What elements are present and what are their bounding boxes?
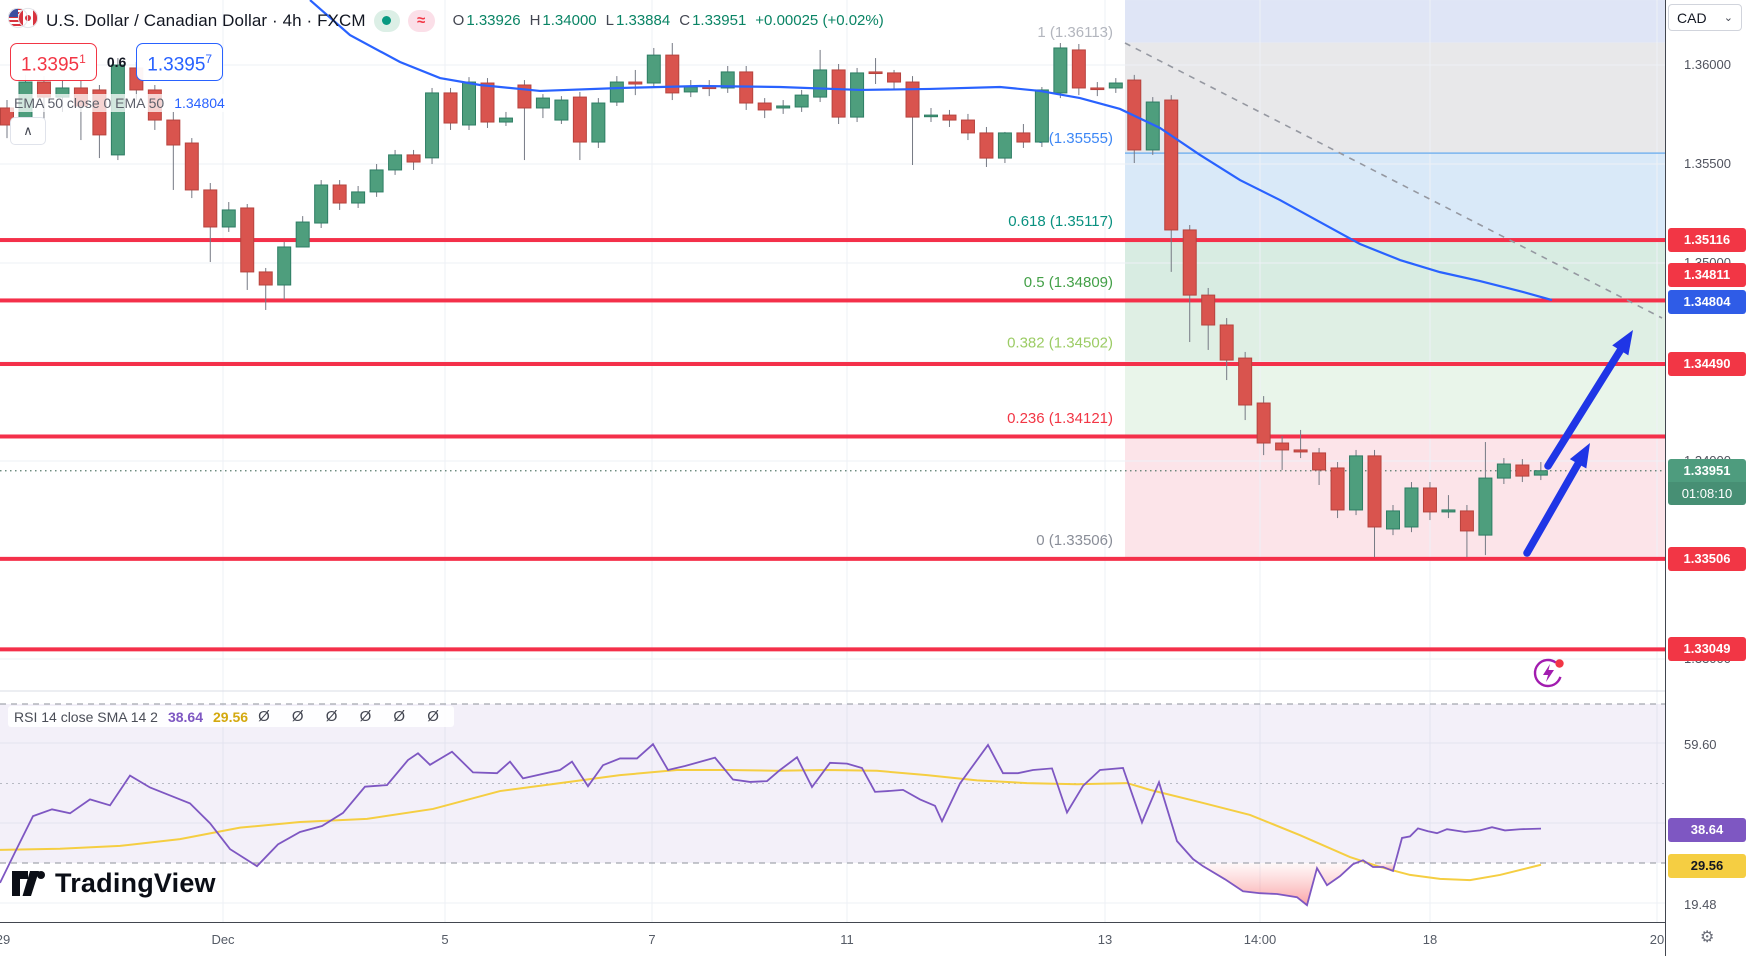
spread-value: 0.6	[106, 54, 127, 71]
fib-label: 0.382 (1.34502)	[1007, 335, 1113, 352]
fib-label: 0 (1.33506)	[1036, 532, 1113, 549]
tradingview-logo: TradingView	[12, 868, 216, 899]
market-status-icon[interactable]	[373, 9, 400, 32]
rsi-tick-label: 59.60	[1684, 737, 1717, 753]
ask-price-box[interactable]: 1.33957	[136, 43, 224, 82]
ohlc-letter: H	[529, 12, 541, 29]
rsi-band-fill	[0, 704, 1665, 863]
fib-label: 0.5 (1.34809)	[1024, 274, 1113, 291]
tradingview-logo-icon	[12, 871, 45, 896]
symbol-header: U.S. Dollar / Canadian Dollar · 4h · FXC…	[7, 6, 884, 35]
ema-line[interactable]	[309, 0, 1553, 302]
time-label: 11	[840, 932, 854, 947]
price-level-label: 1.34490	[1668, 352, 1746, 376]
time-label: 13	[1097, 932, 1113, 947]
rsi-value: 38.64	[167, 708, 204, 725]
rsi-value-label: 38.64	[1668, 817, 1746, 842]
ema-indicator-legend[interactable]: EMA 50 close 0 EMA 50 1.34804	[10, 94, 229, 112]
plot-area: 1 (1.36113) 6 (1.35555) 0.618 (1.35117) 0.5…	[0, 0, 1665, 922]
ema-legend-label: EMA 50 close 0 EMA 50	[14, 95, 165, 111]
rsi-sma-value: 29.56	[213, 708, 249, 725]
approx-price-icon[interactable]: ≈	[407, 9, 435, 32]
fib-label: 6 (1.35555)	[1036, 130, 1113, 147]
chevron-down-icon: ⌄	[1723, 12, 1733, 24]
currency-dropdown[interactable]: CAD ⌄	[1668, 4, 1742, 31]
price-scale[interactable]: 1.360001.355001.350001.340001.3300059.60…	[1665, 0, 1748, 956]
rsi-oversold-fill	[1198, 863, 1356, 906]
candles	[0, 43, 1548, 558]
bid-ask-row: 1.33951 0.6 1.33957	[10, 43, 224, 82]
time-label: 18	[1422, 932, 1438, 947]
price-level-label: 1.33049	[1668, 637, 1746, 662]
price-level-label: 1.33951 01:08:10	[1668, 458, 1746, 505]
time-label: 5	[441, 932, 449, 947]
tradingview-logo-text: TradingView	[55, 868, 216, 898]
rsi-indicator-legend[interactable]: RSI 14 close SMA 14 2 38.64 29.56 Ø Ø Ø …	[8, 706, 454, 727]
ohlc-value: 1.33926	[466, 12, 521, 29]
drawn-arrow[interactable]	[1523, 443, 1590, 557]
time-label: 7	[648, 932, 656, 947]
price-tick-label: 1.35500	[1684, 156, 1731, 171]
chevron-up-icon: ∧	[23, 123, 33, 138]
time-label: 14:00	[1243, 932, 1277, 947]
rsi-hidden-values: Ø Ø Ø Ø Ø Ø	[258, 708, 448, 725]
fib-label: 1 (1.36113)	[1037, 24, 1113, 41]
fib-bands	[1125, 0, 1665, 559]
fib-label: 0.236 (1.34121)	[1007, 410, 1113, 427]
ema-legend-value: 1.34804	[174, 95, 225, 111]
time-label: 20	[1649, 932, 1665, 947]
fib-level-lines[interactable]	[0, 238, 1665, 652]
ohlc-value: 1.33951	[692, 12, 747, 29]
fib-labels: 1 (1.36113) 6 (1.35555) 0.618 (1.35117) 0.5…	[1007, 24, 1113, 549]
ohlc-letter: C	[679, 12, 691, 29]
rsi-line[interactable]	[0, 742, 1542, 907]
price-level-label: 1.34811	[1668, 263, 1746, 288]
trendline-dashed[interactable]	[1124, 42, 1663, 319]
symbol-title[interactable]: U.S. Dollar / Canadian Dollar · 4h · FXC…	[46, 10, 366, 30]
price-level-label: 1.33506	[1668, 546, 1746, 571]
time-label: 29	[0, 932, 11, 947]
bar-countdown: 01:08:10	[1668, 481, 1746, 505]
axis-settings-gear-icon[interactable]: ⚙	[1700, 929, 1715, 946]
price-level-label: 1.35116	[1668, 228, 1746, 253]
ohlc-value: 1.33884	[615, 12, 671, 29]
currency-label: CAD	[1677, 9, 1707, 26]
rsi-legend-label: RSI 14 close SMA 14 2	[14, 708, 158, 725]
bid-price-box[interactable]: 1.33951	[10, 43, 97, 82]
drawn-arrow[interactable]	[1544, 330, 1633, 470]
ohlc-letter: O	[452, 12, 465, 29]
rsi-sma-line[interactable]	[0, 768, 1542, 882]
flash-alert-icon[interactable]	[1532, 656, 1566, 695]
rsi-tick-label: 19.48	[1684, 896, 1717, 912]
rsi-value-label: 29.56	[1668, 853, 1746, 878]
fib-label: 0.618 (1.35117)	[1008, 213, 1113, 230]
ohlc-value: 1.34000	[542, 12, 597, 29]
ohlc-values: O 1.33926 H 1.34000 L 1.33884 C 1.33951 +0.00025…	[453, 12, 884, 29]
price-tick-label: 1.36000	[1684, 57, 1731, 72]
symbol-flag-icon	[7, 6, 39, 35]
price-level-label: 1.34804	[1668, 289, 1746, 314]
ohlc-letter: L	[605, 12, 614, 29]
legend-collapse-button[interactable]: ∧	[10, 117, 46, 145]
time-label: Dec	[211, 932, 235, 947]
time-axis[interactable]: 29 Dec 5 7 11 13 14:00 18 20	[0, 922, 1748, 956]
price-change: +0.00025 (+0.02%)	[755, 12, 884, 29]
